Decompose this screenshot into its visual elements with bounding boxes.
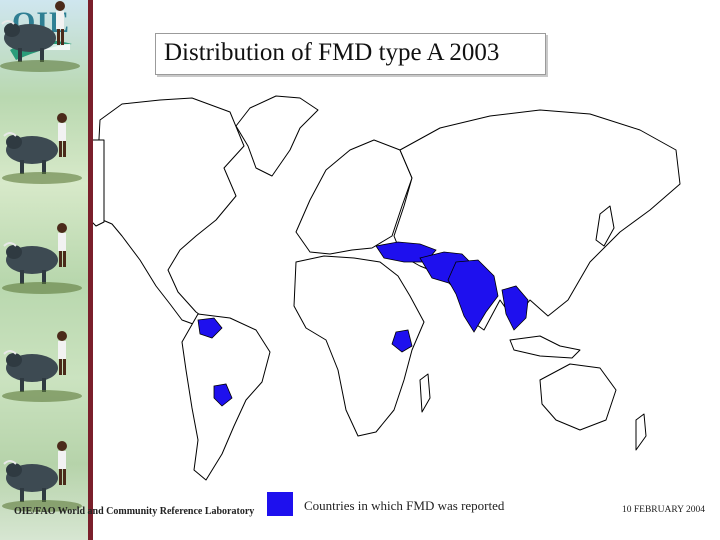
north-america: [95, 97, 245, 329]
reported-kenya: [391, 329, 413, 353]
alaska: [69, 139, 105, 227]
footer-date: 10 FEBRUARY 2004: [622, 505, 706, 515]
legend-label: Countries in which FMD was reported: [304, 498, 505, 513]
legend-swatch: [267, 492, 293, 516]
japan: [595, 205, 615, 247]
australia: [539, 363, 617, 431]
farmer-buffalo-photos: [0, 1, 83, 513]
sidebar-divider: [88, 0, 93, 540]
madagascar: [419, 373, 431, 413]
africa: [293, 255, 425, 437]
page-title: Distribution of FMD type A 2003: [164, 39, 500, 66]
europe: [295, 139, 413, 255]
reported-venezuela: [197, 317, 223, 339]
greenland: [235, 95, 319, 177]
se-asia-islands: [509, 335, 581, 359]
reported-paraguay: [213, 383, 233, 407]
asia: [393, 109, 681, 331]
sidebar-photo-strip: OIE: [0, 0, 88, 540]
world-map-svg: [69, 95, 681, 481]
reported-india: [447, 259, 499, 333]
world-map: [69, 80, 720, 490]
new-zealand: [635, 413, 647, 451]
reported-thailand-cambodia-laos: [501, 285, 529, 331]
footer-lab-credit: OIE/FAO World and Community Reference La…: [14, 506, 255, 517]
title-box: Distribution of FMD type A 2003: [155, 33, 546, 75]
